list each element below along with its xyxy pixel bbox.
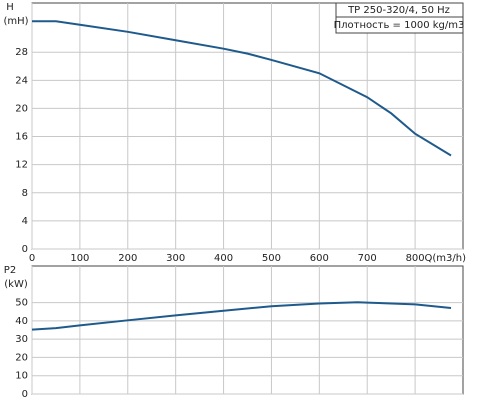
y-axis-unit: (kW) [4,279,28,290]
x-tick-label: 100 [70,253,89,264]
y-tick-label: 4 [22,216,28,227]
y-tick-label: 50 [15,298,28,309]
curve [32,20,452,157]
y-tick-label: 0 [22,244,28,255]
curve [31,301,452,331]
y-tick-label: 0 [22,389,28,400]
x-axis-label: Q(m3/h) [425,253,467,264]
y-tick-label: 40 [15,316,28,327]
y-axis-unit: (mH) [3,16,28,27]
info-box [335,2,464,34]
y-tick-label: 8 [22,188,28,199]
y-tick-label: 20 [15,352,28,363]
y-tick-label: 30 [15,334,28,345]
annotation: TP 250-320/4, 50 Hz [347,5,450,16]
annotation: Плотность = 1000 kg/m3 [334,20,465,31]
y-axis-label: H [6,2,14,13]
x-tick-label: 600 [310,253,329,264]
y-tick-label: 16 [15,132,28,143]
x-tick-label: 800 [406,253,425,264]
y-tick-label: 10 [15,371,28,382]
x-tick-label: 700 [358,253,377,264]
y-tick-label: 20 [15,103,28,114]
x-tick-label: 200 [118,253,137,264]
x-tick-label: 0 [29,253,35,264]
plot-area [31,2,464,250]
y-tick-label: 24 [15,75,28,86]
plot-area [31,265,464,395]
y-axis-label: P2 [4,265,16,276]
x-tick-label: 300 [166,253,185,264]
y-tick-label: 28 [15,47,28,58]
x-tick-label: 400 [214,253,233,264]
x-tick-label: 500 [262,253,281,264]
y-tick-label: 12 [15,160,28,171]
